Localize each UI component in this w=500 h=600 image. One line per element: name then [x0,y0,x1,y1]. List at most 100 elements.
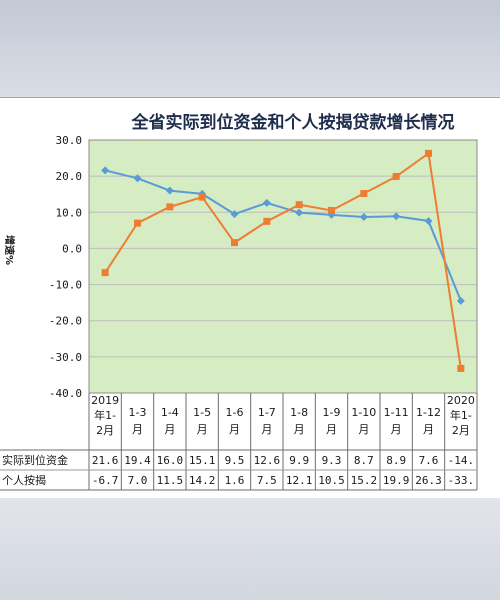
plot-background [89,140,477,393]
y-tick-label: -40.0 [49,387,82,400]
x-tick-line: 年1- [94,408,116,422]
x-tick-line: 2月 [96,424,114,437]
x-tick-label: 1-4 月 [161,406,179,436]
x-axis: 2019年1-2月1-3月1-4月1-5月1-6月1-7月1-8月1-9月1-1… [91,394,475,437]
data-label: 12.6 [254,454,281,467]
x-tick-line: 月 [229,423,240,436]
data-label: 15.2 [351,474,378,487]
chart-title: 全省实际到位资金和个人按揭贷款增长情况 [131,112,455,133]
data-label: 8.9 [386,454,406,467]
data-point [360,189,368,197]
data-point [263,217,271,225]
line-chart: 全省实际到位资金和个人按揭贷款增长情况 增速% 30.0 20.0 10.0 0.0 -… [0,112,478,491]
data-label: 26.3 [415,474,442,487]
x-tick-line: 2019 [91,394,119,407]
x-tick-line: 2020 [447,394,475,407]
data-point [424,216,433,225]
y-tick-label: 0.0 [62,242,82,255]
y-tick-label: -10.0 [49,279,82,292]
y-tick-label: 30.0 [56,134,83,147]
data-point [101,166,110,175]
x-tick-line: 年1- [450,408,472,422]
data-label: 7.6 [419,454,439,467]
data-point [295,201,303,209]
x-tick-label: 1-11 月 [384,406,409,436]
data-point [165,186,174,195]
data-point [166,203,174,211]
x-tick-line: 月 [294,423,305,436]
x-tick-label: 1-10 月 [351,406,376,436]
series-line-2 [104,151,462,369]
x-tick-line: 1-5 [193,406,211,419]
data-point [392,173,400,181]
x-tick-label: 1-7 月 [258,406,276,436]
x-tick-line: 月 [423,423,434,436]
x-tick-line: 1-8 [290,406,308,419]
x-tick-line: 2月 [452,424,470,437]
data-label: 12.1 [286,474,313,487]
data-label: 1.6 [225,474,245,487]
x-tick-line: 1-9 [323,406,341,419]
data-point [230,210,239,219]
data-label: 19.4 [124,454,151,467]
x-tick-label: 1-5 月 [193,406,211,436]
x-tick-line: 月 [391,423,402,436]
data-table: 实际到位资金 21.6 19.4 16.0 15.1 9.5 12.6 9.9 9.3 8.7 8.… [0,393,478,491]
data-point [328,206,335,214]
data-point [392,212,401,221]
y-axis: 30.0 20.0 10.0 0.0 -10.0 -20.0 -30.0 -40.0 [49,134,82,400]
data-label: 9.3 [322,454,342,467]
data-label: 9.9 [289,454,309,467]
y-tick-label: 20.0 [56,170,83,183]
x-tick-label: 1-3 月 [129,406,147,436]
data-label: -33. [448,474,475,487]
data-point [327,210,336,219]
x-tick-line: 1-7 [258,406,276,419]
series-line-1 [104,169,462,302]
x-tick-line: 月 [358,423,369,436]
x-tick-line: 月 [326,423,337,436]
x-tick-line: 月 [132,423,143,436]
blurred-header-background [0,0,500,96]
x-tick-label: 1-8 月 [290,406,308,436]
data-point [198,193,206,201]
data-label: 14.2 [189,474,216,487]
chart-panel: 全省实际到位资金和个人按揭贷款增长情况 增速% 30.0 20.0 10.0 0.0 -… [0,97,500,498]
y-tick-label: 10.0 [56,206,83,219]
data-point [295,208,304,217]
data-point [231,239,238,247]
data-label: 8.7 [354,454,374,467]
x-tick-label: 1-6 月 [226,406,244,436]
y-axis-label: 增速% [3,235,16,265]
x-tick-label: 1-9 月 [323,406,341,436]
y-tick-label: -30.0 [49,351,82,364]
x-tick-line: 月 [261,423,272,436]
data-point [456,296,465,305]
x-tick-line: 1-11 [384,406,409,419]
table-row: 个人按揭 -6.7 7.0 11.5 14.2 1.6 7.5 12.1 10.5 15.2 19.… [2,473,474,487]
x-tick-line: 1-4 [161,406,179,419]
table-row: 实际到位资金 21.6 19.4 16.0 15.1 9.5 12.6 9.9 9.3 8.7 8.… [2,453,474,467]
data-label: 15.1 [189,454,216,467]
data-point [101,269,109,277]
table-row-label: 个人按揭 [2,473,46,487]
x-tick-line: 1-10 [351,406,376,419]
blurred-footer-background [0,498,500,600]
data-point [262,198,271,207]
data-label: -14. [448,454,475,467]
x-tick-label: 1-12 月 [416,406,441,436]
data-label: 19.9 [383,474,410,487]
data-label: 21.6 [92,454,119,467]
x-tick-line: 月 [197,423,208,436]
data-label: 9.5 [225,454,245,467]
data-point [457,364,465,372]
data-point [134,219,141,227]
data-label: 10.5 [318,474,345,487]
x-tick-line: 1-6 [226,406,244,419]
plot-area [88,139,478,394]
y-tick-label: -20.0 [49,315,82,328]
data-point [359,212,368,221]
data-label: -6.7 [92,474,119,487]
